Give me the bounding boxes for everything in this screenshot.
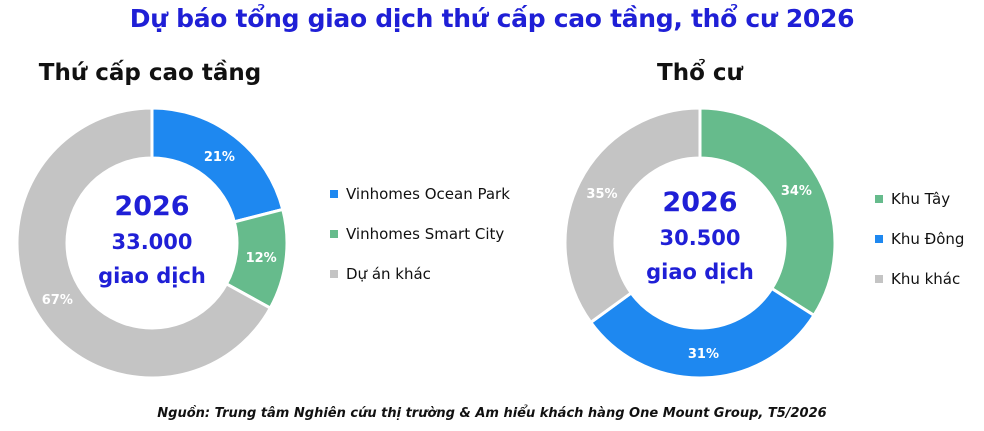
chart-title-high-rise: Thứ cấp cao tầng	[38, 60, 262, 86]
donut-chart-land: 34% 31% 35% 2026 30.500 giao dịch	[563, 106, 837, 380]
legend-item-vinhomes-smart-city: Vinhomes Smart City	[330, 224, 510, 244]
legend-item-vinhomes-ocean-park: Vinhomes Ocean Park	[330, 184, 510, 204]
slice-label-vinhomes-ocean-park: 21%	[204, 150, 235, 165]
slice-label-vinhomes-smart-city: 12%	[246, 251, 277, 266]
legend-swatch	[330, 270, 338, 278]
slice-khu-khac	[563, 106, 702, 325]
legend-label: Vinhomes Ocean Park	[346, 185, 510, 203]
legend-label: Dự án khác	[346, 265, 431, 283]
slice-label-khu-tay: 34%	[781, 184, 812, 199]
chart-title-land: Thổ cư	[657, 60, 743, 86]
page-title: Dự báo tổng giao dịch thứ cấp cao tầng, …	[129, 4, 855, 33]
source-note: Nguồn: Trung tâm Nghiên cứu thị trường &…	[157, 406, 827, 421]
legend-label: Vinhomes Smart City	[346, 225, 505, 243]
legend-item-khu-tay: Khu Tây	[875, 189, 964, 209]
center-unit: giao dịch	[98, 264, 206, 288]
legend-label: Khu Đông	[891, 230, 965, 248]
center-value: 30.500	[659, 226, 740, 250]
slice-label-khu-khac: 35%	[586, 187, 617, 202]
slice-du-an-khac	[15, 106, 273, 380]
slice-khu-dong	[588, 286, 817, 380]
slice-label-du-an-khac: 67%	[42, 293, 73, 308]
legend-swatch	[875, 235, 883, 243]
donut-chart-high-rise: 21% 12% 67% 2026 33.000 giao dịch	[15, 106, 289, 380]
legend-swatch	[330, 190, 338, 198]
legend-item-khu-khac: Khu khác	[875, 269, 964, 289]
legend-swatch	[875, 275, 883, 283]
legend-label: Khu Tây	[891, 190, 951, 208]
legend-label: Khu khác	[891, 270, 961, 288]
slice-khu-tay	[698, 106, 837, 318]
slice-label-khu-dong: 31%	[688, 347, 719, 362]
center-year: 2026	[662, 187, 737, 218]
legend-item-khu-dong: Khu Đông	[875, 229, 964, 249]
legend-high-rise: Vinhomes Ocean Park Vinhomes Smart City Dự…	[330, 184, 510, 304]
legend-item-du-an-khac: Dự án khác	[330, 264, 510, 284]
center-year: 2026	[114, 191, 189, 222]
legend-land: Khu Tây Khu Đông Khu khác	[875, 189, 964, 309]
center-value: 33.000	[111, 230, 192, 254]
center-unit: giao dịch	[646, 260, 754, 284]
legend-swatch	[875, 195, 883, 203]
legend-swatch	[330, 230, 338, 238]
